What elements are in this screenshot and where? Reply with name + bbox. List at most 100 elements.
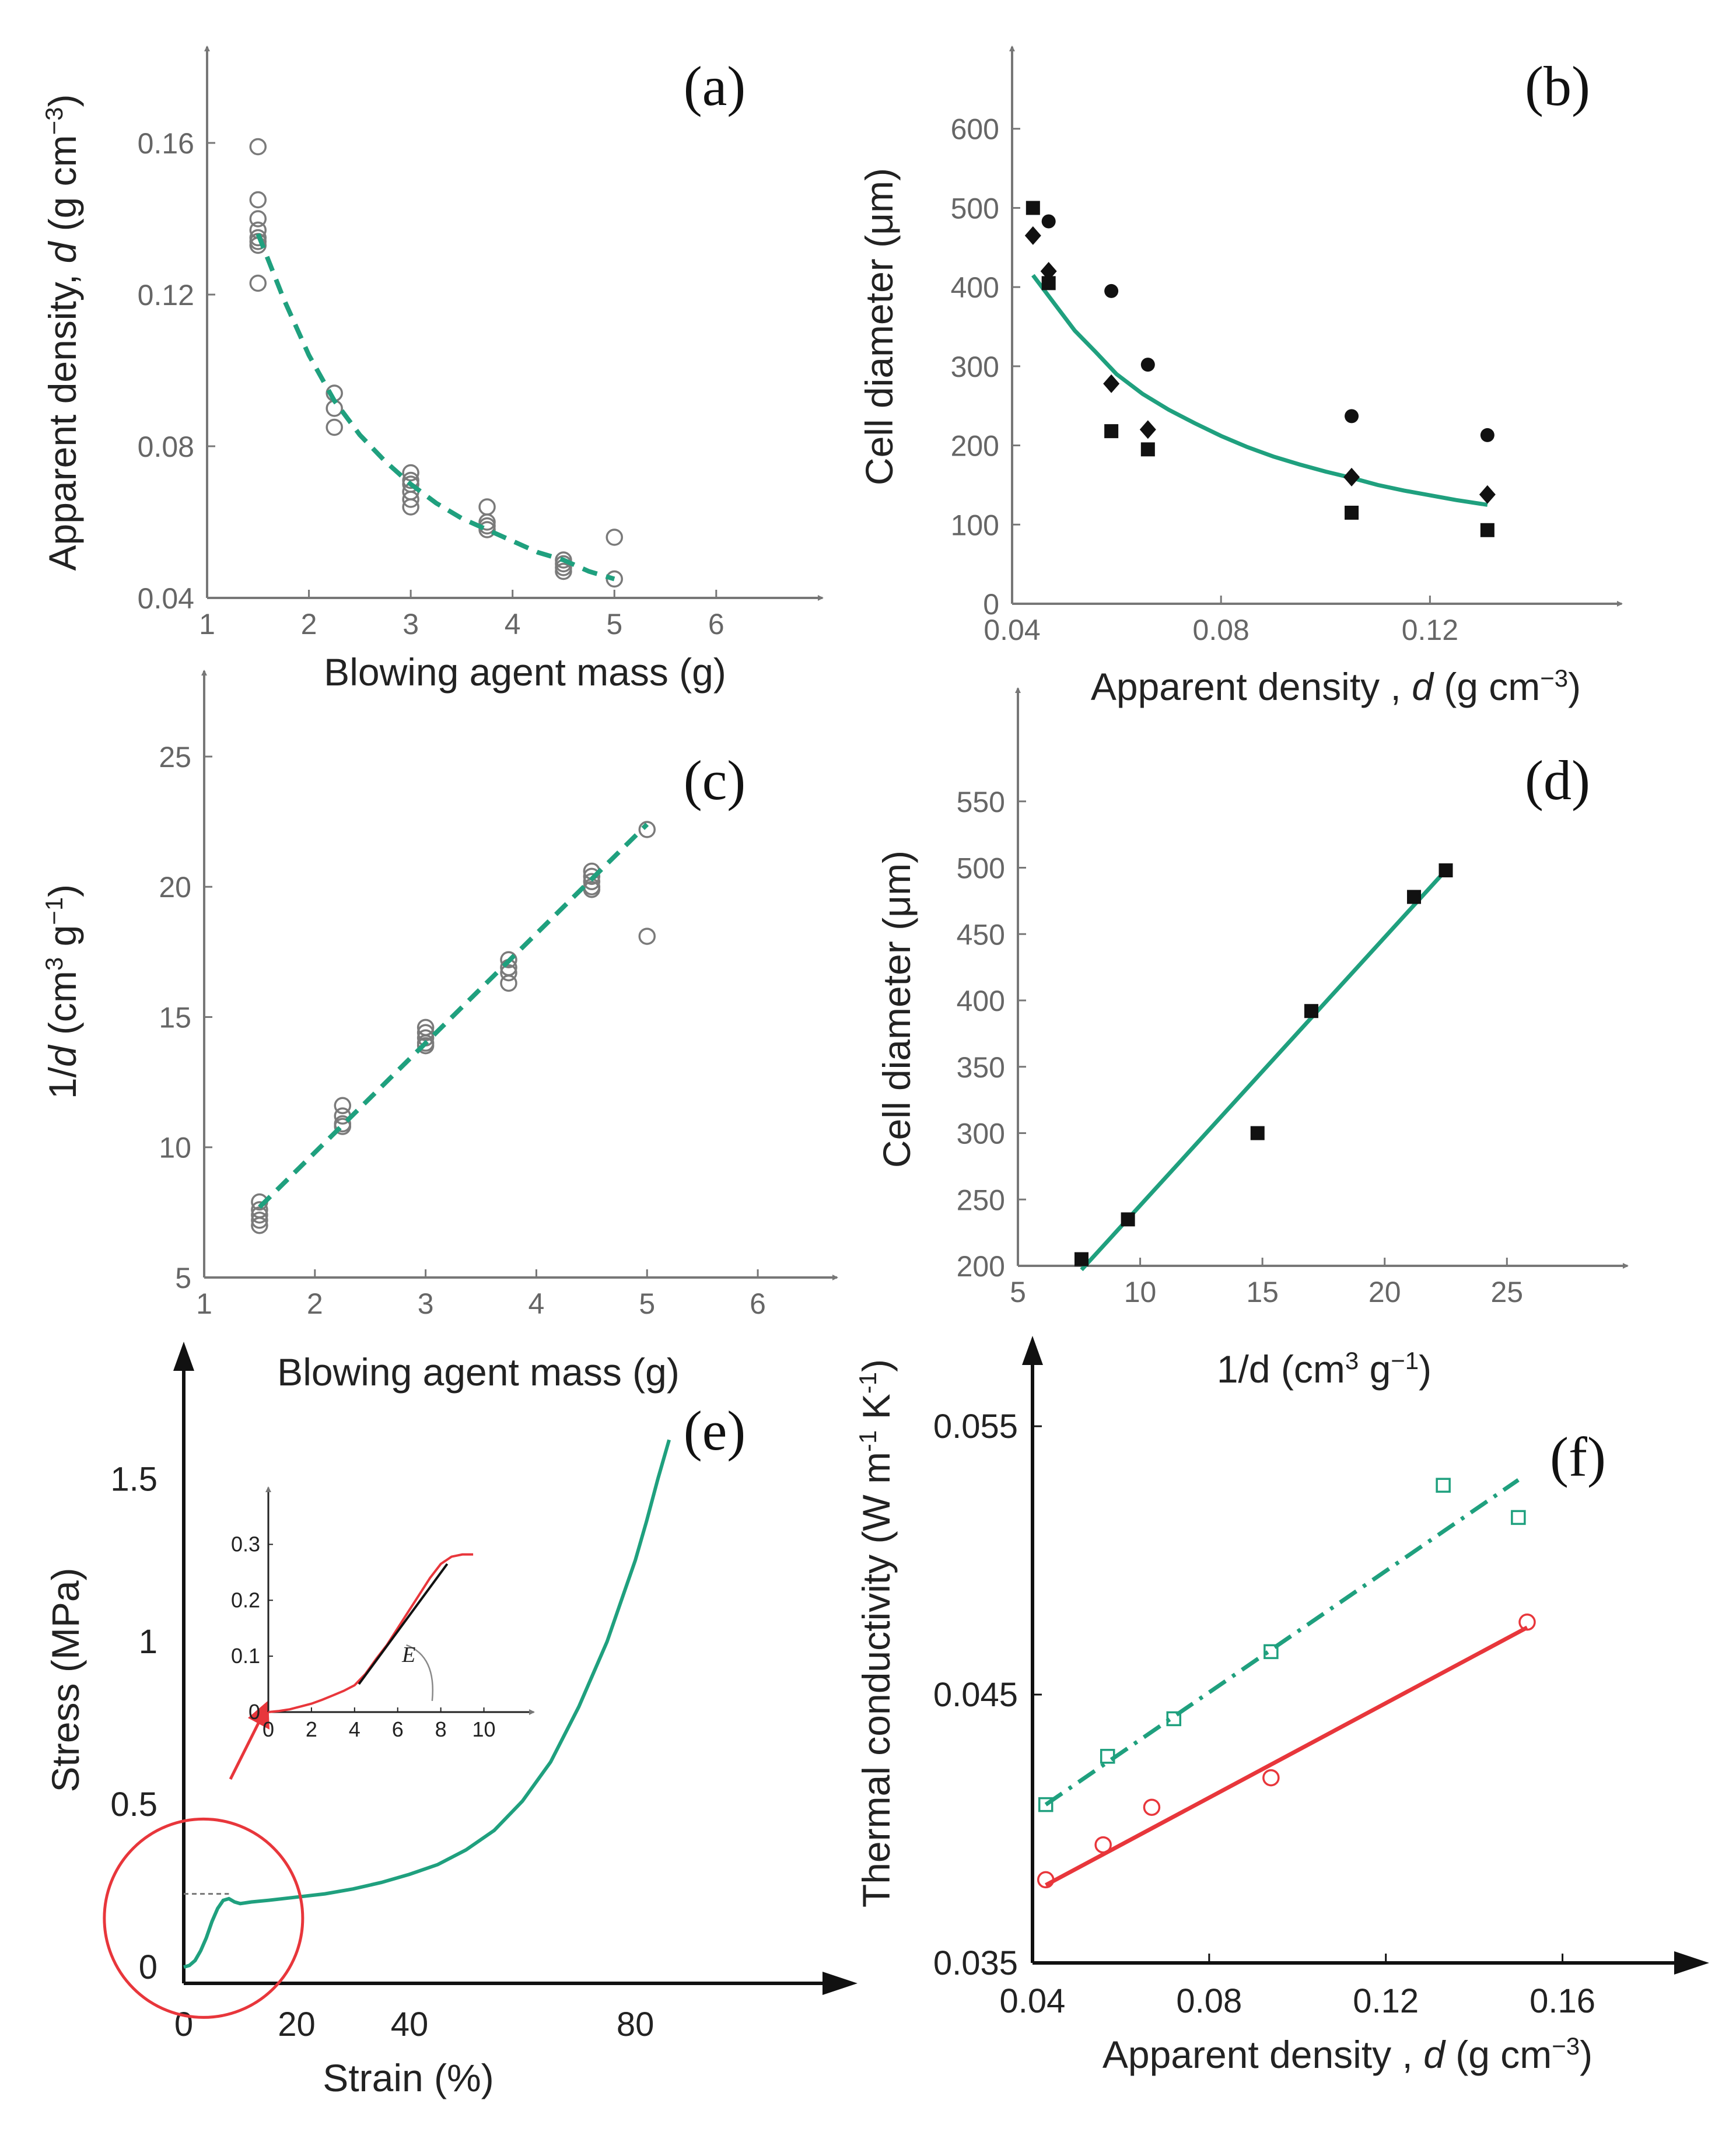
panel-d-chart: 5 10 15 20 25 200 250 300 350 400 450 500 550 1/d (cm…	[875, 687, 1629, 1391]
data-point	[478, 498, 496, 516]
y-tick-label: 5	[175, 1262, 191, 1294]
inset-x-tick-label: 4	[349, 1717, 360, 1741]
data-point-diamond	[1139, 420, 1156, 439]
x-tick-label: 0.16	[1530, 1982, 1595, 2020]
y-axis-title: Stress (MPa)	[44, 1567, 87, 1792]
inset-x-tick-label: 2	[306, 1717, 317, 1741]
panel-label: (b)	[1525, 55, 1590, 117]
x-axis-title: Apparent density , d (g cm−3)	[1091, 664, 1581, 709]
x-tick-label: 0.04	[984, 614, 1040, 646]
fit-line	[1080, 869, 1448, 1272]
inset-curve	[268, 1553, 474, 1713]
inset-y-tick-label: 0	[249, 1700, 260, 1724]
y-tick-label: 0.035	[933, 1944, 1018, 1982]
data-point-circle	[1345, 409, 1359, 424]
data-point	[326, 418, 343, 436]
y-tick-label: 200	[957, 1250, 1005, 1283]
y-axis-title: Cell diameter (μm)	[858, 168, 901, 485]
panel-c-chart: 1 2 3 4 5 6 5 10 15 20 25 Blowing agent mass (g) 1/d…	[40, 670, 838, 1394]
y-tick-label: 300	[951, 351, 999, 383]
data-point-series-1	[1436, 1478, 1451, 1493]
y-tick-label: 0.055	[933, 1408, 1018, 1446]
y-axis-title: 1/d (cm3 g−1)	[40, 884, 85, 1099]
y-axis-arrow	[1022, 1336, 1043, 1365]
data-point-circle	[1104, 284, 1119, 298]
data-point	[1074, 1252, 1088, 1266]
data-point-series-2	[1262, 1769, 1280, 1787]
inset-modulus-label: E	[401, 1643, 415, 1667]
data-point-series-1	[1166, 1711, 1182, 1727]
y-tick-label: 500	[957, 852, 1005, 885]
data-point	[249, 210, 267, 228]
y-tick-label: 1.5	[110, 1460, 158, 1498]
y-axis-title: Cell diameter (μm)	[875, 850, 918, 1168]
y-axis-title: Thermal conductivity (W m-1 K-1)	[854, 1359, 898, 1908]
data-point	[606, 528, 623, 546]
inset-x-tick-label: 6	[392, 1717, 404, 1741]
x-tick-label: 1	[196, 1287, 212, 1320]
y-tick-label: 0.045	[933, 1676, 1018, 1714]
panel-a-chart: 1 2 3 4 5 6 0.04 0.08 0.12 0.16 Blowing agent mass…	[40, 46, 824, 694]
y-tick-label: 250	[957, 1184, 1005, 1216]
y-tick-label: 450	[957, 918, 1005, 951]
data-point	[334, 1118, 352, 1135]
data-point	[249, 274, 267, 292]
x-tick-label: 6	[750, 1287, 766, 1320]
x-tick-label: 5	[606, 608, 622, 640]
data-point	[638, 821, 656, 838]
y-tick-label: 300	[957, 1118, 1005, 1150]
data-point	[1407, 890, 1422, 904]
data-point-diamond	[1479, 485, 1496, 504]
x-tick-label: 0.08	[1176, 1982, 1242, 2020]
x-tick-label: 3	[418, 1287, 434, 1320]
data-point-diamond	[1343, 467, 1360, 487]
data-point-square	[1026, 201, 1040, 215]
inset-y-tick-label: 0.1	[231, 1644, 260, 1668]
y-tick-label: 500	[951, 192, 999, 225]
data-point-square	[1480, 523, 1494, 537]
data-point	[500, 974, 517, 992]
inset-x-tick-label: 8	[435, 1717, 447, 1741]
data-point-series-2	[1143, 1798, 1161, 1816]
x-axis-title: Strain (%)	[323, 2056, 494, 2099]
data-point	[583, 873, 601, 891]
data-point	[334, 1097, 352, 1115]
y-tick-label: 0.04	[138, 582, 194, 615]
y-tick-label: 100	[951, 509, 999, 541]
data-point	[1304, 1004, 1318, 1019]
panel-label: (c)	[684, 749, 746, 811]
data-point	[500, 951, 517, 969]
data-point	[1438, 863, 1453, 878]
stress-strain-curve	[183, 1439, 671, 1969]
x-tick-label: 80	[617, 2006, 654, 2043]
x-tick-label: 20	[1368, 1276, 1401, 1308]
panel-label: (d)	[1525, 749, 1590, 811]
x-tick-label: 10	[1124, 1276, 1157, 1308]
x-tick-label: 0	[174, 2006, 193, 2043]
data-point	[249, 138, 267, 156]
y-tick-label: 20	[159, 871, 191, 904]
data-point-square	[1140, 442, 1155, 457]
data-point-diamond	[1040, 262, 1057, 281]
data-point	[251, 1216, 268, 1234]
fit-line-series-1	[1044, 1478, 1520, 1807]
x-tick-label: 6	[708, 608, 724, 640]
y-tick-label: 1	[139, 1623, 158, 1661]
x-tick-label: 40	[391, 2006, 429, 2043]
fit-curve	[1031, 274, 1488, 507]
x-tick-label: 1	[199, 608, 215, 640]
x-tick-label: 4	[528, 1287, 545, 1320]
inset-x-tick-label: 10	[473, 1717, 496, 1741]
zoom-arrow	[229, 1720, 261, 1780]
data-point-series-2	[1037, 1871, 1055, 1889]
y-tick-label: 15	[159, 1001, 191, 1034]
data-point	[402, 491, 419, 508]
data-point	[583, 867, 601, 886]
y-tick-label: 0.12	[138, 279, 194, 312]
x-tick-label: 4	[505, 608, 521, 640]
y-tick-label: 0.08	[138, 430, 194, 463]
x-tick-label: 0.08	[1193, 614, 1250, 646]
data-point	[251, 1206, 268, 1224]
